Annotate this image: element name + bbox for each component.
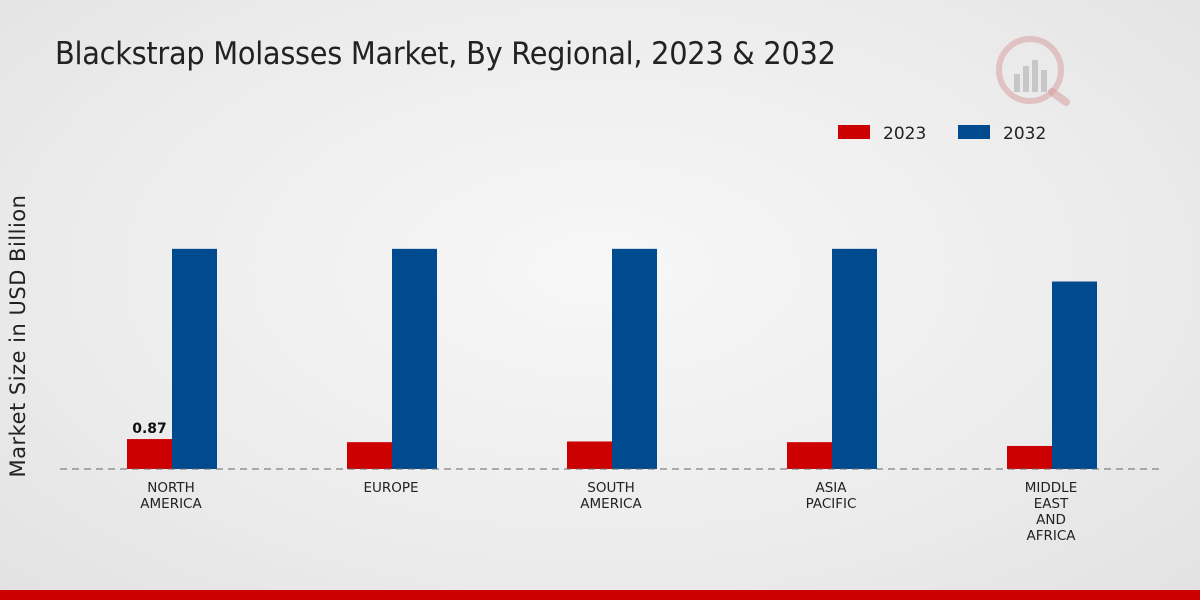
x-tick-label-asia-pacific: ASIA PACIFIC (806, 480, 857, 512)
footer-accent-bar (0, 590, 1200, 600)
bar-2032-south-america (612, 248, 657, 469)
bar-2023-south-america (567, 441, 612, 469)
bar-2032-north-america (172, 248, 217, 469)
x-tick-label-north-america: NORTH AMERICA (140, 480, 202, 512)
bar-2023-north-america (127, 439, 172, 469)
x-tick-label-europe: EUROPE (363, 480, 418, 496)
x-tick-label-south-america: SOUTH AMERICA (580, 480, 642, 512)
bar-2032-middle-east-and-africa (1052, 281, 1097, 469)
legend-label-2032: 2032 (1003, 124, 1046, 144)
bar-2023-europe (347, 442, 392, 469)
data-label: 0.87 (132, 421, 167, 437)
legend-label-2023: 2023 (883, 124, 926, 144)
x-tick-label-middle-east-and-africa: MIDDLE EAST AND AFRICA (1025, 480, 1077, 544)
bar-2032-asia-pacific (832, 248, 877, 469)
brand-logo-icon (996, 36, 1070, 106)
legend-swatch-2023 (838, 125, 870, 139)
bar-2032-europe (392, 248, 437, 469)
chart-title: Blackstrap Molasses Market, By Regional,… (55, 36, 836, 72)
bar-2023-asia-pacific (787, 442, 832, 469)
legend-swatch-2032 (958, 125, 990, 139)
bar-2023-middle-east-and-africa (1007, 445, 1052, 469)
